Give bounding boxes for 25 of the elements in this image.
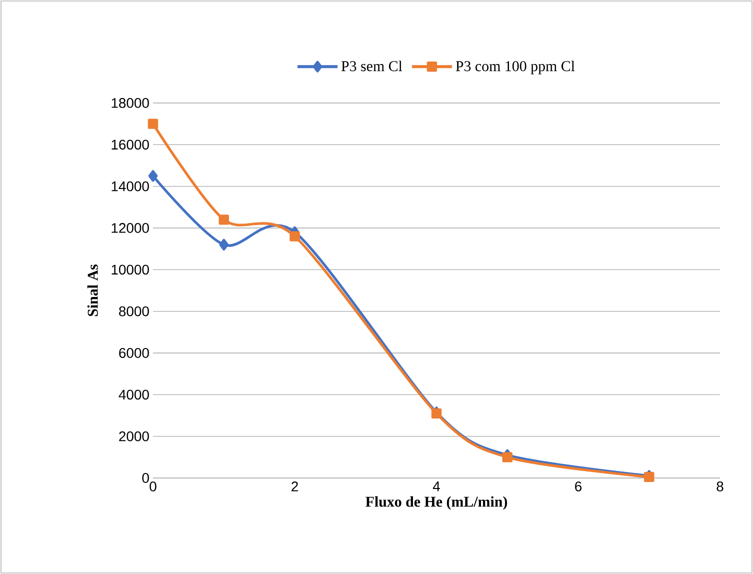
- y-tick-label: 2000: [119, 431, 149, 442]
- x-tick-label: 2: [292, 482, 298, 492]
- x-tick-label: 4: [432, 482, 440, 492]
- y-tick-label: 4000: [118, 390, 149, 400]
- point: [218, 214, 229, 225]
- x-tick-label: 8: [716, 482, 724, 492]
- y-tick-label: 10000: [112, 264, 149, 275]
- y-tick-label: 16000: [112, 140, 149, 150]
- x-tick-label: 0: [150, 482, 156, 492]
- legend-label: P3 sem Cl: [341, 60, 402, 72]
- y-tick-label: 12000: [112, 223, 149, 233]
- x-axis-title: Fluxo de He (mL/min): [366, 496, 508, 510]
- x-tick-label: 6: [575, 482, 582, 492]
- y-tick-label: 14000: [112, 181, 149, 192]
- y-tick-label: 6000: [119, 348, 149, 358]
- legend-label: P3 com 100 ppm Cl: [456, 60, 575, 74]
- point: [219, 238, 229, 250]
- y-axis-title: Sinal As: [87, 264, 98, 316]
- point: [148, 118, 158, 129]
- y-tick-label: 0: [142, 473, 149, 483]
- point: [148, 170, 158, 182]
- y-tick-label: 18000: [112, 98, 149, 108]
- point: [290, 231, 300, 242]
- y-tick-label: 8000: [119, 306, 149, 316]
- point: [502, 452, 512, 462]
